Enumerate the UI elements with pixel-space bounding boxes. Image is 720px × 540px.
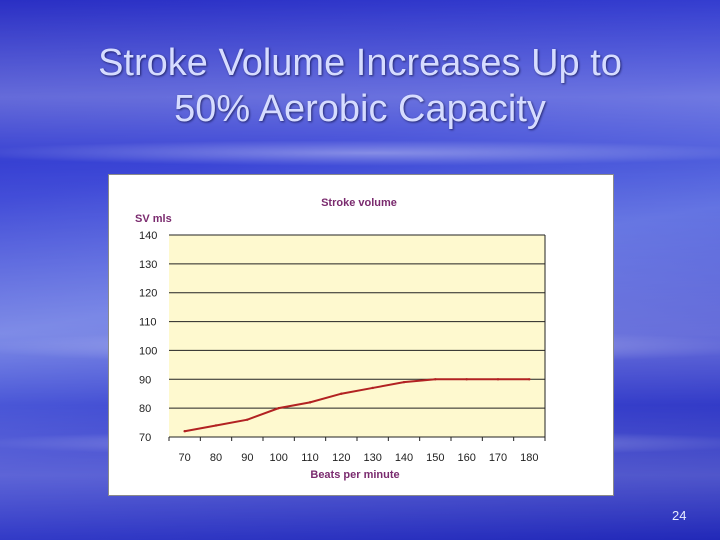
x-tick-label: 80 [210,452,222,464]
data-point [308,401,312,404]
x-tick-label: 100 [269,452,287,464]
x-tick-label: 110 [301,452,319,464]
y-tick-label: 80 [139,403,151,415]
x-tick-label: 130 [363,452,381,464]
x-tick-label: 170 [489,452,507,464]
x-axis-label: Beats per minute [310,469,399,481]
x-tick-label: 120 [332,452,350,464]
data-point [496,378,500,381]
chart-container: Stroke volume SV mls Beats per minute 14… [108,174,614,496]
page-number: 24 [672,508,687,523]
data-point [371,386,374,390]
x-tick-label: 140 [395,452,413,464]
plot-area [169,235,545,437]
data-point [434,378,437,381]
x-tick-label: 180 [520,452,538,464]
chart-title: Stroke volume [321,197,397,209]
data-point [183,430,186,433]
data-point [246,418,249,421]
y-tick-label: 70 [139,432,151,444]
x-tick-label: 160 [457,452,475,464]
data-point [402,380,406,384]
y-tick-label: 120 [139,288,157,300]
y-tick-label: 90 [139,374,151,386]
slide-title-line2: 50% Aerobic Capacity [174,88,546,130]
series-line [184,378,530,433]
y-tick-label: 140 [139,230,157,242]
slide-title-line1: Stroke Volume Increases Up to [98,42,622,84]
y-axis-label: SV mls [135,213,172,225]
slide-title: Stroke Volume Increases Up to 50% Aerobi… [0,40,720,132]
y-tick-label: 130 [139,259,157,271]
y-tick-label: 110 [139,317,157,329]
data-point [214,424,218,427]
x-tick-label: 90 [241,452,253,464]
y-tick-label: 100 [139,345,157,357]
data-point [465,378,468,381]
x-tick-label: 70 [179,452,191,464]
data-point [277,406,280,410]
data-point [340,392,343,395]
stroke-volume-chart: Stroke volume SV mls Beats per minute 14… [135,197,546,481]
x-tick-label: 150 [426,452,444,464]
data-point [528,378,531,381]
